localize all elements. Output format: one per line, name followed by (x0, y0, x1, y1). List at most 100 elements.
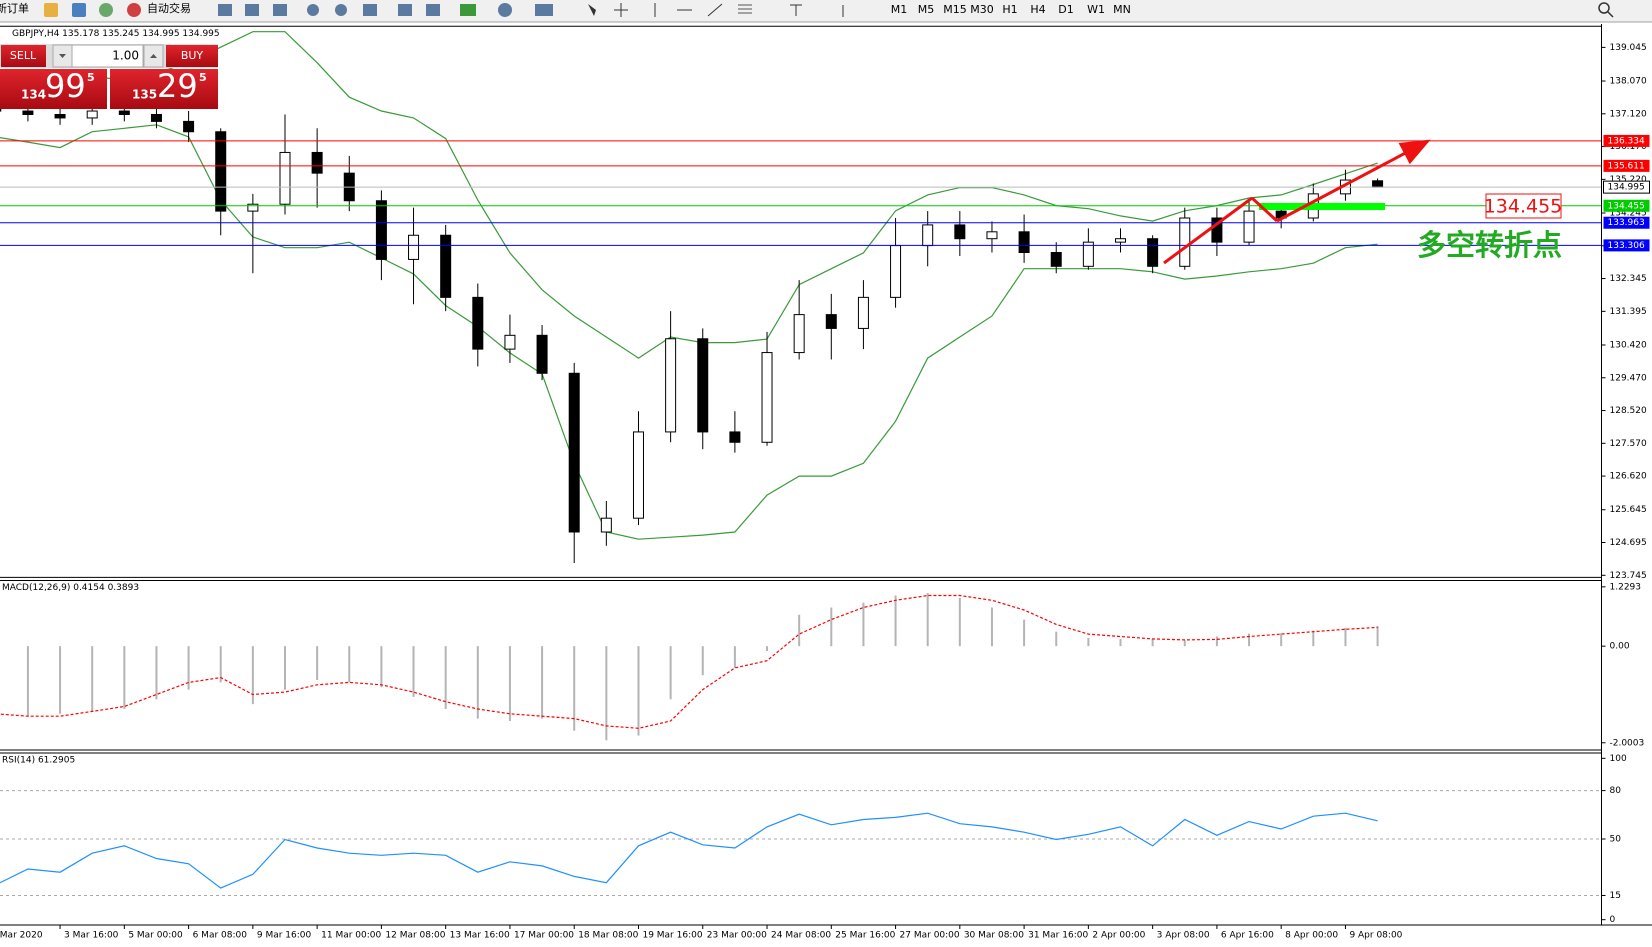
y-tick-label: 127.570 (1610, 439, 1647, 449)
candle-body (183, 120, 195, 133)
timeframe[interactable]: MN (1113, 3, 1131, 16)
icon[interactable] (307, 4, 319, 16)
timeframe[interactable]: M30 (970, 3, 994, 16)
macd-bar (1055, 631, 1058, 647)
macd-bar (1280, 633, 1283, 647)
buy-button[interactable] (166, 45, 218, 67)
icon[interactable] (614, 3, 628, 17)
trend-arrow (1163, 196, 1253, 265)
candle-body (1147, 238, 1159, 267)
candle-body (729, 431, 741, 443)
macd-bar (123, 646, 126, 709)
search-icon[interactable] (1598, 2, 1610, 14)
icon[interactable] (218, 4, 232, 16)
candle-body (568, 372, 580, 533)
lot-input[interactable] (71, 44, 144, 68)
macd-bar (348, 646, 351, 683)
icon[interactable] (738, 4, 752, 14)
macd-bar (59, 646, 62, 714)
bollinger-band (0, 31, 1378, 359)
price-sup: 5 (87, 71, 95, 84)
x-tick-label: 17 Mar 00:00 (514, 931, 574, 941)
y-tick-label: 128.520 (1610, 406, 1647, 416)
macd-bar (573, 646, 576, 731)
x-tick-label: 9 Apr 08:00 (1349, 931, 1402, 941)
x-tick-label: 6 Mar 08:00 (193, 931, 248, 941)
icon[interactable] (44, 3, 58, 17)
y-tick-label: 126.620 (1610, 472, 1647, 482)
icon[interactable] (99, 3, 113, 17)
x-tick-label: 11 Mar 00:00 (321, 931, 381, 941)
signal-line (0, 594, 1378, 729)
timeframe[interactable]: D1 (1058, 3, 1073, 16)
icon[interactable] (498, 3, 512, 17)
level-label: 136.334 (1608, 136, 1645, 146)
icon[interactable] (588, 4, 596, 16)
candle-body (408, 234, 420, 260)
buy-label[interactable]: BUY (181, 49, 204, 62)
candle-body (857, 296, 869, 329)
tool-icons (218, 0, 1652, 17)
price-main: 99 (45, 67, 86, 105)
macd-bar (1119, 638, 1122, 647)
macd-bar (1248, 633, 1251, 647)
macd-bar (1376, 626, 1379, 647)
icon[interactable] (535, 4, 553, 16)
price-main: 29 (157, 67, 198, 105)
timeframe[interactable]: H1 (1002, 3, 1017, 16)
macd-bar (766, 646, 769, 652)
macd-bar (958, 597, 961, 647)
icon[interactable] (426, 4, 440, 16)
icon[interactable] (460, 4, 476, 16)
macd-bar (251, 646, 254, 705)
search-icon[interactable] (1607, 11, 1614, 18)
x-tick-label: 3 Apr 08:00 (1157, 931, 1210, 941)
zone-bar (1259, 203, 1385, 210)
timeframe[interactable]: M5 (918, 3, 935, 16)
macd-bar (91, 646, 94, 712)
y-tick-label: 136.170 (1610, 142, 1647, 152)
icon[interactable] (245, 4, 259, 16)
candle-body (922, 224, 934, 247)
candle-body (954, 224, 966, 240)
sell-price[interactable] (0, 69, 107, 109)
sell-label[interactable]: SELL (10, 49, 37, 62)
sell-button[interactable] (1, 45, 46, 67)
candle-body (504, 334, 516, 350)
timeframe[interactable]: M15 (943, 3, 967, 16)
icon[interactable] (790, 4, 802, 16)
x-tick-label: 27 Mar 00:00 (900, 931, 960, 941)
candle-body (825, 314, 837, 329)
lot-value[interactable]: 1.00 (112, 49, 139, 63)
macd-bar (508, 646, 511, 722)
candle-body (279, 151, 291, 205)
macd-bar (283, 646, 286, 690)
auto-trading[interactable]: 自动交易 (147, 1, 191, 15)
icon[interactable] (273, 4, 287, 16)
candle-body (600, 517, 612, 533)
icon[interactable] (335, 4, 347, 16)
buy-price[interactable] (110, 69, 218, 109)
candle-body (375, 200, 387, 260)
macd-bar (1344, 627, 1347, 647)
icon[interactable] (398, 4, 412, 16)
timeframe[interactable]: H4 (1030, 3, 1045, 16)
timeframe[interactable]: W1 (1087, 3, 1105, 16)
new-order[interactable]: 新订单 (0, 1, 29, 15)
timeframe[interactable]: M1 (891, 3, 908, 16)
icon[interactable] (363, 4, 377, 16)
y-tick-label: 129.470 (1610, 373, 1647, 383)
level-label: 133.963 (1608, 218, 1645, 228)
macd-bar (155, 646, 158, 700)
icon[interactable] (127, 3, 141, 17)
macd-bar (1023, 619, 1026, 647)
icon[interactable] (72, 3, 86, 17)
arrow (59, 54, 66, 58)
candle-body (536, 334, 548, 374)
macd-bar (1215, 636, 1218, 647)
icon[interactable] (707, 3, 723, 17)
macd-bar (1087, 637, 1090, 647)
y-tick-label: 137.120 (1610, 109, 1647, 119)
drawings: 134.455 多空转折点 (1163, 139, 1562, 265)
x-tick-label: 8 Apr 00:00 (1285, 931, 1338, 941)
